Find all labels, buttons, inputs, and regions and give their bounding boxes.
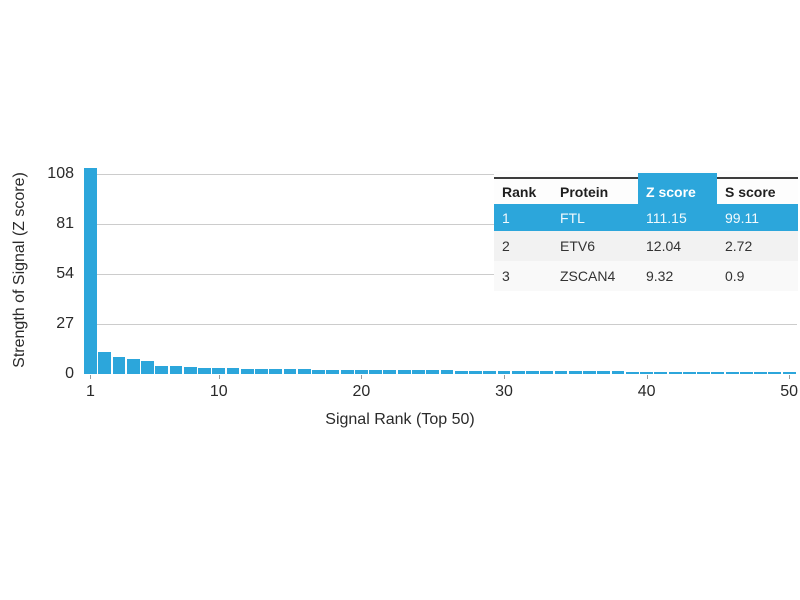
table-header-s_score: S score xyxy=(725,183,776,200)
x-tick-label: 50 xyxy=(780,383,799,400)
x-tick-label: 30 xyxy=(495,383,513,400)
bar-rank-1 xyxy=(84,168,97,374)
bar-rank-48 xyxy=(754,371,768,374)
table-cell-s_score-row2: 2.72 xyxy=(717,231,798,261)
table-header-protein: Protein xyxy=(560,183,609,200)
bar-rank-20 xyxy=(354,369,368,374)
x-tick-label: 40 xyxy=(637,383,656,400)
table-header-rank: Rank xyxy=(502,183,537,200)
table-cell-z_score-row3: 9.32 xyxy=(638,261,717,291)
bar-rank-31 xyxy=(511,370,525,374)
bar-rank-18 xyxy=(326,369,340,374)
bar-rank-22 xyxy=(383,370,397,374)
bar-rank-42 xyxy=(668,371,682,374)
bar-rank-35 xyxy=(568,371,582,374)
bar-rank-14 xyxy=(269,369,283,374)
y-tick-label: 27 xyxy=(56,315,74,332)
table-cell-rank-row2: 2 xyxy=(494,231,552,261)
bar-rank-15 xyxy=(283,369,297,374)
x-tick-mark xyxy=(218,375,220,379)
x-tick-mark xyxy=(90,375,92,379)
x-tick-label: 10 xyxy=(209,383,228,400)
bar-rank-29 xyxy=(483,370,497,374)
table-cell-z_score-row1: 111.15 xyxy=(638,204,717,231)
bar-rank-24 xyxy=(411,370,425,374)
bar-rank-28 xyxy=(469,370,482,374)
x-tick-mark xyxy=(789,375,791,379)
y-axis-title: Strength of Signal (Z score) xyxy=(11,172,28,368)
bar-rank-33 xyxy=(540,371,554,374)
bar-rank-16 xyxy=(297,369,311,374)
table-header-z_score: Z score xyxy=(646,183,696,200)
gridline-y108 xyxy=(84,173,797,175)
bar-rank-40 xyxy=(640,371,653,374)
bar-rank-49 xyxy=(768,372,782,374)
bar-rank-21 xyxy=(369,369,383,374)
gridline-y54 xyxy=(84,273,797,275)
bar-rank-12 xyxy=(240,368,254,374)
x-tick-mark xyxy=(646,375,648,379)
bar-rank-26 xyxy=(440,370,454,374)
table-cell-z_score-row2: 12.04 xyxy=(638,231,717,261)
gridline-y27 xyxy=(84,324,797,325)
table-cell-s_score-row1: 99.11 xyxy=(717,204,798,231)
bar-rank-44 xyxy=(697,371,711,374)
bar-rank-45 xyxy=(711,371,725,374)
bar-rank-19 xyxy=(340,369,354,374)
x-tick-label: 1 xyxy=(85,383,95,400)
y-tick-label: 108 xyxy=(47,164,74,182)
table-cell-protein-row1: FTL xyxy=(552,204,638,231)
y-tick-label: 54 xyxy=(56,264,74,282)
y-tick-label: 81 xyxy=(56,214,74,232)
bar-rank-32 xyxy=(526,370,539,374)
x-tick-mark xyxy=(361,375,363,379)
bar-rank-37 xyxy=(597,371,611,374)
table-cell-rank-row1: 1 xyxy=(494,204,552,231)
bar-rank-30 xyxy=(497,370,511,374)
bar-rank-6 xyxy=(155,365,169,374)
bar-rank-36 xyxy=(583,371,596,374)
table-cell-protein-row2: ETV6 xyxy=(552,231,638,261)
bar-rank-17 xyxy=(312,369,326,374)
bar-rank-43 xyxy=(682,371,696,374)
y-tick-label: 0 xyxy=(65,365,74,382)
gridline-y81 xyxy=(84,223,797,225)
bar-rank-47 xyxy=(739,371,753,374)
bar-rank-13 xyxy=(255,368,268,374)
bar-rank-7 xyxy=(169,365,183,374)
bar-rank-9 xyxy=(198,367,211,374)
bar-rank-50 xyxy=(782,372,796,374)
bar-rank-4 xyxy=(126,359,140,374)
bar-rank-27 xyxy=(454,370,468,374)
bar-rank-39 xyxy=(625,371,639,374)
x-tick-mark xyxy=(504,375,505,379)
bar-rank-8 xyxy=(183,366,197,374)
protein-table-grid: Rank Protein Z score S score 1 FTL 111.15 99.11… xyxy=(494,179,798,291)
bar-rank-34 xyxy=(554,371,568,374)
bar-rank-38 xyxy=(611,371,625,374)
bar-rank-5 xyxy=(141,361,154,374)
bar-rank-23 xyxy=(397,370,411,374)
bar-rank-25 xyxy=(426,370,440,374)
bar-rank-2 xyxy=(98,351,112,374)
bar-rank-3 xyxy=(112,356,126,374)
bar-rank-10 xyxy=(212,368,226,374)
table-cell-s_score-row3: 0.9 xyxy=(717,261,798,291)
table-cell-rank-row3: 3 xyxy=(494,261,552,291)
zscore-header-tab xyxy=(638,173,717,204)
bar-rank-41 xyxy=(654,371,668,374)
table-cell-protein-row3: ZSCAN4 xyxy=(552,261,638,291)
x-axis-title: Signal Rank (Top 50) xyxy=(325,411,475,428)
bar-rank-46 xyxy=(725,371,739,374)
x-tick-label: 20 xyxy=(352,383,371,400)
bar-rank-11 xyxy=(226,368,240,374)
